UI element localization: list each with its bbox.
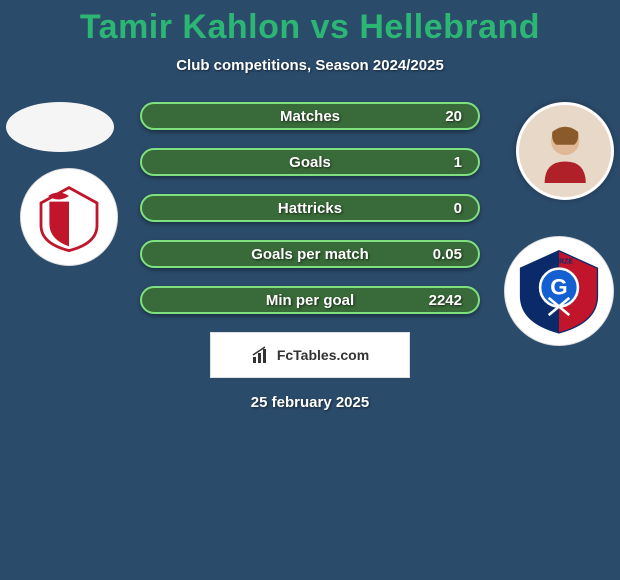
page-title: Tamir Kahlon vs Hellebrand — [0, 0, 620, 47]
stat-label: Goals per match — [251, 246, 369, 263]
cracovia-crest-icon — [34, 182, 104, 252]
brand-box: FcTables.com — [210, 332, 410, 378]
brand-chart-icon — [251, 345, 271, 365]
stat-label: Matches — [280, 108, 340, 125]
stat-row-mpg: Min per goal 2242 — [140, 286, 480, 314]
stat-label: Hattricks — [278, 200, 342, 217]
stat-label: Goals — [289, 154, 331, 171]
stat-value-right: 1 — [454, 154, 462, 171]
svg-text:G: G — [550, 274, 567, 299]
stat-label: Min per goal — [266, 292, 354, 309]
brand-text: FcTables.com — [277, 347, 369, 363]
footer-date: 25 february 2025 — [0, 394, 620, 411]
stat-value-right: 2242 — [429, 292, 462, 309]
stat-row-goals: Goals 1 — [140, 148, 480, 176]
person-icon — [533, 119, 597, 183]
page-subtitle: Club competitions, Season 2024/2025 — [0, 57, 620, 74]
stat-value-right: 0.05 — [433, 246, 462, 263]
stat-rows: Matches 20 Goals 1 Hattricks 0 Goals per… — [140, 102, 480, 314]
club-left-crest — [20, 168, 118, 266]
player-left-avatar — [6, 102, 114, 152]
stats-area: G ZABRZE Matches 20 Goals 1 Hattricks 0 … — [0, 102, 620, 411]
stat-value-right: 0 — [454, 200, 462, 217]
svg-text:ZABRZE: ZABRZE — [545, 258, 573, 265]
stat-row-hattricks: Hattricks 0 — [140, 194, 480, 222]
stat-value-right: 20 — [445, 108, 462, 125]
gornik-crest-icon: G ZABRZE — [516, 248, 602, 334]
club-right-crest: G ZABRZE — [504, 236, 614, 346]
comparison-infographic: Tamir Kahlon vs Hellebrand Club competit… — [0, 0, 620, 580]
stat-row-matches: Matches 20 — [140, 102, 480, 130]
player-right-avatar — [516, 102, 614, 200]
stat-row-gpm: Goals per match 0.05 — [140, 240, 480, 268]
